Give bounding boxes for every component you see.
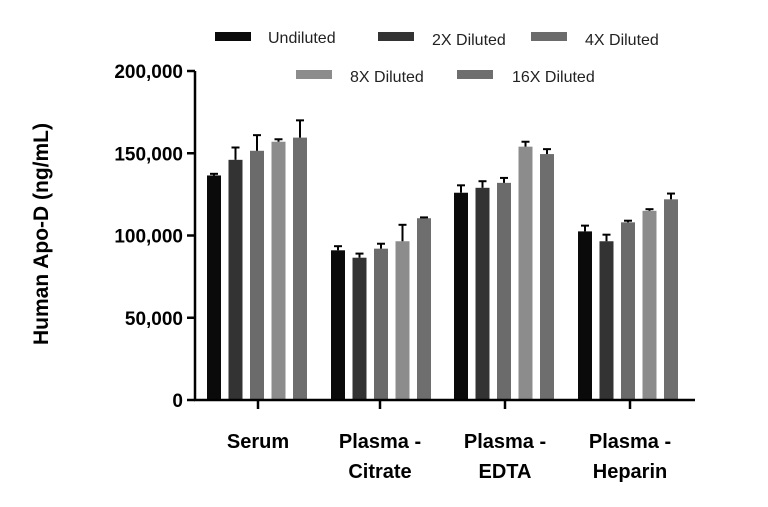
legend-swatch-8x-diluted <box>296 70 332 79</box>
axes-group: 0 50,000 100,000 150,000 200,000 Serum Plasma … <box>114 62 695 483</box>
y-tick-label: 0 <box>172 391 183 412</box>
bar-undiluted-2 <box>454 192 468 400</box>
bar-4x-diluted-1 <box>374 248 388 400</box>
bar-2x-diluted-2 <box>475 187 490 400</box>
bar-2x-diluted-1 <box>352 257 367 400</box>
y-tick-label: 150,000 <box>114 144 183 165</box>
legend-swatch-undiluted <box>215 32 251 41</box>
legend-swatch-4x-diluted <box>531 32 567 41</box>
bar-16x-diluted-1 <box>417 218 431 400</box>
legend-label-2x-diluted: 2X Diluted <box>432 32 506 49</box>
bar-8x-diluted-0 <box>271 141 286 401</box>
bar-undiluted-1 <box>331 250 345 400</box>
y-tick-label: 200,000 <box>114 62 183 83</box>
bar-4x-diluted-0 <box>250 150 264 400</box>
legend: Undiluted 2X Diluted 4X Diluted 8X Diluted 1… <box>215 30 659 86</box>
legend-label-4x-diluted: 4X Diluted <box>585 32 659 49</box>
y-axis-title: Human Apo-D (ng/mL) <box>30 123 53 345</box>
bar-16x-diluted-3 <box>664 199 678 400</box>
y-tick-label: 100,000 <box>114 227 183 248</box>
legend-swatch-2x-diluted <box>378 32 414 41</box>
bar-2x-diluted-3 <box>599 241 614 400</box>
x-tick-label: Plasma - <box>339 431 421 453</box>
legend-swatch-16x-diluted <box>457 70 493 79</box>
bar-undiluted-3 <box>578 231 592 400</box>
x-tick-label: Plasma - <box>464 431 546 453</box>
bar-8x-diluted-2 <box>518 146 533 400</box>
bar-16x-diluted-0 <box>293 137 307 400</box>
y-tick-label: 50,000 <box>125 309 183 330</box>
bar-8x-diluted-1 <box>395 241 410 400</box>
x-tick-label-line2: Citrate <box>348 461 411 483</box>
legend-label-8x-diluted: 8X Diluted <box>350 69 424 86</box>
legend-label-16x-diluted: 16X Diluted <box>512 69 595 86</box>
x-tick-label: Serum <box>227 431 289 453</box>
x-tick-label-line2: EDTA <box>479 461 532 483</box>
x-tick-label: Plasma - <box>589 431 671 453</box>
bar-undiluted-0 <box>207 175 221 400</box>
bar-4x-diluted-3 <box>621 222 635 400</box>
bars-group <box>207 119 678 401</box>
bar-8x-diluted-3 <box>642 210 657 400</box>
legend-label-undiluted: Undiluted <box>268 30 336 47</box>
bar-4x-diluted-2 <box>497 182 511 400</box>
bar-16x-diluted-2 <box>540 154 554 400</box>
x-tick-label-line2: Heparin <box>593 461 667 483</box>
bar-2x-diluted-0 <box>228 159 243 400</box>
